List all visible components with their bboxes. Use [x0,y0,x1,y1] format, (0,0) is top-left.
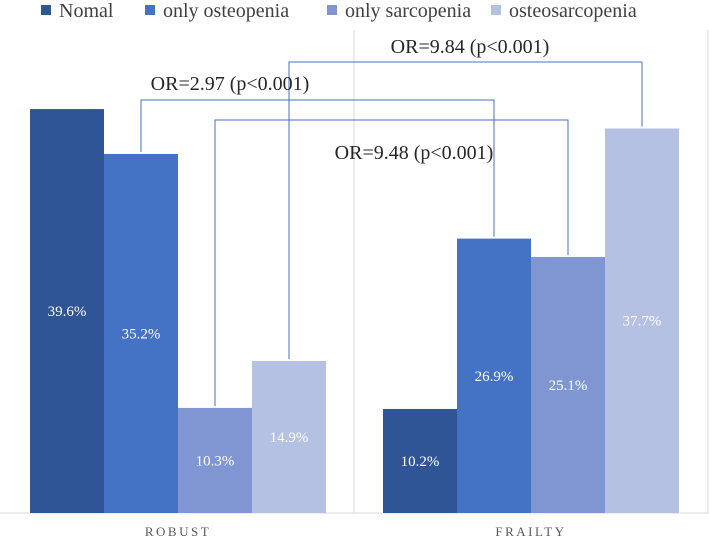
legend-swatch-only-sarcopenia [327,5,337,15]
x-axis: ROBUST FRAILTY [145,524,566,539]
legend: Nomal only osteopenia only sarcopenia osteo… [41,0,637,22]
bar-frailty-only-sarcopenia [531,256,605,513]
bar-robust-only-sarcopenia [178,407,252,513]
legend-swatch-only-osteopenia [145,5,155,15]
legend-label-nomal: Nomal [59,0,114,22]
data-label-robust-only-osteopenia: 35.2% [122,326,161,342]
data-label-frailty-osteosarcopenia: 37.7% [623,314,662,330]
annotation-or-9-48-p-0-001: OR=9.48 (p<0.001) [335,142,494,164]
bar-frailty-osteosarcopenia [605,128,679,513]
legend-swatch-nomal [41,5,51,15]
x-tick-label-robust: ROBUST [145,524,211,539]
bar-labels: 39.6% 10.2% 35.2% 26.9% 10.3% 25.1% 14.9% 37.7% [48,304,662,470]
bar-robust-nomal [30,109,104,513]
legend-label-only-sarcopenia: only sarcopenia [345,0,471,22]
data-label-frailty-nomal: 10.2% [401,454,440,470]
legend-swatch-osteosarcopenia [491,5,501,15]
data-label-frailty-only-osteopenia: 26.9% [475,369,514,385]
data-label-robust-only-sarcopenia: 10.3% [196,453,235,469]
annotation-or-2-97-p-0-001: OR=2.97 (p<0.001) [151,73,310,95]
bar-robust-osteosarcopenia [252,361,326,513]
annotation-or-9-84-p-0-001: OR=9.84 (p<0.001) [391,36,550,58]
bars [30,109,679,513]
bracket-or-9-48-p-0-001 [214,119,569,406]
data-label-frailty-only-sarcopenia: 25.1% [549,378,588,394]
bar-frailty-only-osteopenia [457,238,531,513]
annotation-brackets [140,61,643,406]
bar-frailty-nomal [383,408,457,513]
x-tick-label-frailty: FRAILTY [495,524,566,539]
bar-robust-only-osteopenia [104,153,178,513]
bracket-or-9-84-p-0-001 [288,61,643,360]
legend-label-only-osteopenia: only osteopenia [163,0,289,22]
bracket-or-2-97-p-0-001 [140,99,495,237]
data-label-robust-nomal: 39.6% [48,304,87,320]
data-label-robust-osteosarcopenia: 14.9% [270,430,309,446]
legend-label-osteosarcopenia: osteosarcopenia [509,0,637,22]
annotation-labels: OR=9.84 (p<0.001) OR=2.97 (p<0.001) OR=9.4… [151,36,550,164]
